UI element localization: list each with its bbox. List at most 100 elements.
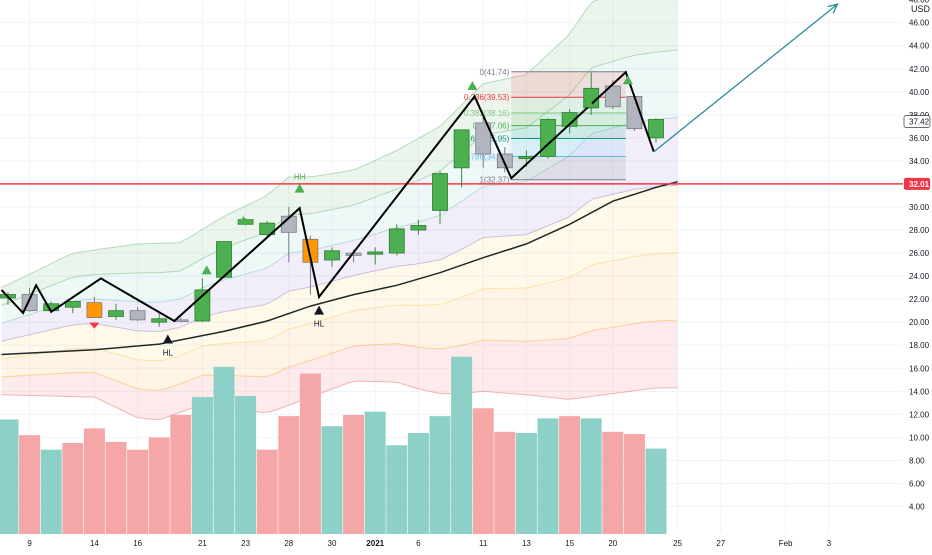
pivot-up-marker [622, 75, 633, 85]
projection-arrow-head [827, 3, 839, 14]
price-tick-label: 24.00 [909, 272, 930, 281]
price-tick-label: 8.00 [909, 456, 925, 465]
time-tick-label: 6 [416, 539, 421, 548]
fib-level-label: 0.786(34.38) [464, 153, 510, 162]
volume-bar [451, 356, 473, 534]
candle-body [453, 129, 470, 169]
time-tick-label: 9 [27, 539, 32, 548]
price-tick-label: 36.00 [909, 134, 930, 143]
fib-level-label: 1(32.37) [479, 176, 509, 185]
price-axis: USD48.0046.0044.0042.0040.0038.0036.0034… [903, 0, 932, 550]
fib-zone [511, 156, 626, 180]
time-axis-bg [0, 535, 903, 550]
candle-body [388, 228, 405, 254]
candle-body [540, 119, 556, 157]
time-tick-label: 16 [133, 539, 142, 548]
volume-bar [580, 418, 602, 534]
price-tick-label: 34.00 [909, 157, 930, 166]
pivot-markers: HL HH HL [89, 75, 633, 357]
price-axis-bg [903, 0, 932, 550]
pivot-up-marker [294, 183, 305, 193]
pivot-label: HL [314, 320, 325, 329]
time-tick-label: 13 [522, 539, 531, 548]
volume-bar [170, 415, 192, 534]
zigzag-line [0, 70, 655, 323]
volume-bar [40, 449, 62, 534]
price-tick-label: 10.00 [909, 433, 930, 442]
candle-body [86, 302, 103, 318]
support-price-box [904, 177, 930, 190]
time-tick-label: 11 [479, 539, 488, 548]
fib-level-label: 0(41.74) [479, 68, 509, 77]
volume-bar [494, 431, 516, 534]
volume-bar [127, 449, 149, 534]
volume-bar [407, 432, 429, 534]
pivot-up-marker [201, 265, 212, 275]
band-line-top [1, 0, 599, 289]
volume-bar [256, 449, 278, 534]
volume-bar [235, 395, 257, 534]
pivot-up-marker [584, 98, 595, 108]
time-axis: 9 14 16 21 23 28 30 2021 6 11 13 15 20 25 27 Feb 3 [0, 535, 903, 550]
band-2 [1, 49, 678, 324]
time-tick-label: 28 [284, 539, 293, 548]
band-5 [1, 252, 678, 391]
candle-body [367, 251, 384, 255]
fib-level-label: 0.236(39.53) [464, 93, 510, 102]
volume-bar [105, 441, 127, 534]
band-line-3 [1, 184, 678, 342]
time-tick-label: 20 [608, 539, 617, 548]
candle-body [259, 222, 276, 236]
price-tick-label: 22.00 [909, 295, 930, 304]
volume-bar [213, 366, 235, 534]
volume-bar [429, 416, 451, 534]
price-tick-label: 26.00 [909, 249, 930, 258]
band-line-6 [1, 380, 678, 421]
pivot-up-marker [314, 305, 325, 315]
price-tick-label: 16.00 [909, 364, 930, 373]
price-tick-label: 46.00 [909, 19, 930, 28]
candle-body [561, 112, 578, 127]
volume-bars [0, 356, 667, 534]
band-3 [1, 117, 678, 342]
pivot-label: HH [294, 173, 306, 182]
volume-bar [472, 408, 494, 534]
fib-level-label: 0.382(38.16) [464, 109, 510, 118]
volume-bar [602, 431, 624, 534]
volume-bar [0, 419, 19, 534]
band-line-4 [1, 252, 678, 362]
price-tick-label: 48.00 [909, 0, 930, 5]
band-6 [1, 320, 678, 420]
pivot-down-marker [89, 322, 100, 329]
candle-body [108, 310, 124, 317]
last-price-box [903, 115, 931, 128]
candle-body [648, 119, 664, 139]
fib-zone [511, 138, 626, 157]
price-tick-label: 12.00 [909, 410, 930, 419]
price-tick-label: 14.00 [909, 387, 930, 396]
projection-arrow-line [653, 3, 838, 153]
time-tick-label: 25 [673, 539, 682, 548]
time-tick-label: 30 [328, 539, 337, 548]
candle-body [475, 122, 492, 155]
price-tick-label: 44.00 [909, 42, 930, 51]
zigzag-lines [0, 3, 839, 323]
volume-bar [537, 418, 559, 534]
band-1 [1, 0, 678, 306]
pivot-up-marker [238, 215, 249, 225]
volume-bar [645, 448, 667, 534]
volume-bar [148, 437, 170, 534]
candle-body [324, 250, 340, 261]
volume-bar [299, 373, 321, 534]
ma-line [1, 180, 678, 356]
fib-zone [511, 125, 626, 139]
price-tick-label: 42.00 [909, 65, 930, 74]
band-line-1 [1, 49, 678, 306]
candle-body [64, 301, 81, 308]
price-tick-label: 40.00 [909, 88, 930, 97]
band-line-2 [1, 117, 678, 324]
candle-body [129, 310, 146, 321]
price-tick-label: 6.00 [909, 479, 925, 488]
pivot-up-marker [162, 334, 173, 344]
